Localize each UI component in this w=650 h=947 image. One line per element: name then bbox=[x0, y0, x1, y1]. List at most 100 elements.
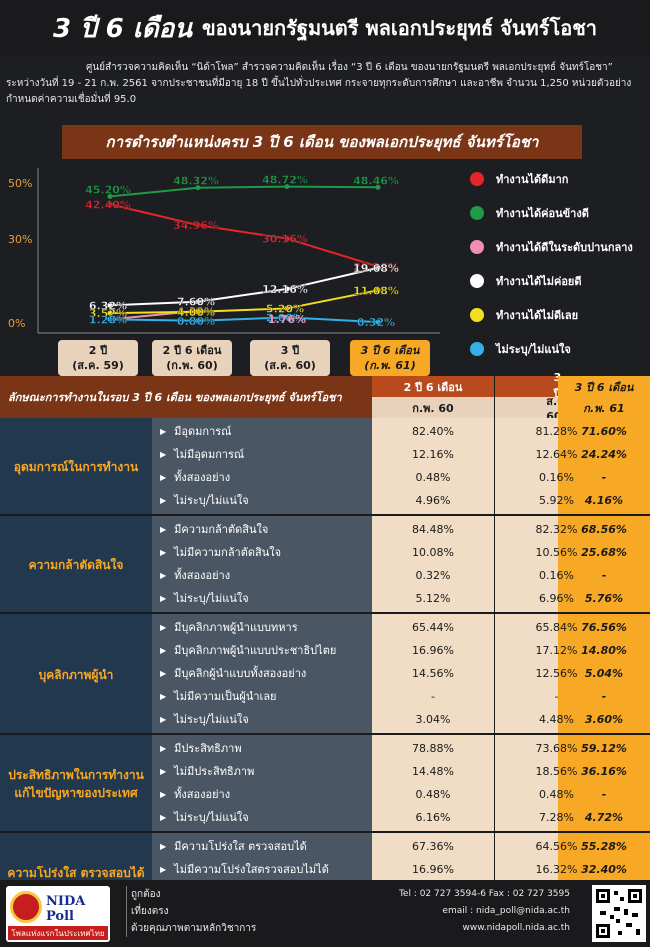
cell-value: 5.04% bbox=[584, 666, 624, 680]
row-label-text: ไม่มีอุดมการณ์ bbox=[174, 448, 245, 461]
data-label: 0.80% bbox=[177, 315, 215, 328]
row-label: ▶ ไม่มีความเป็นผู้นำเลย bbox=[152, 686, 372, 706]
chart-title: การดำรงตำแหน่งครบ 3 ปี 6 เดือน ของพลเอกป… bbox=[62, 125, 582, 159]
cell-value: - bbox=[601, 787, 607, 801]
cell-value: 12.56% bbox=[535, 666, 578, 680]
legend-item: ทำงานได้ไม่ค่อยดี bbox=[470, 272, 582, 290]
data-label: 12.16% bbox=[262, 283, 308, 296]
table-row: ▶ ไม่มีความกล้าตัดสินใจ 10.08% 10.56% 25.68% bbox=[0, 542, 650, 562]
row-label-text: มีความกล้าตัดสินใจ bbox=[174, 523, 269, 536]
table-row: ▶ ไม่มีความเป็นผู้นำเลย - - - bbox=[0, 686, 650, 706]
period-label: 2 ปี bbox=[88, 344, 108, 357]
section-category: บุคลิกภาพผู้นำ bbox=[0, 614, 152, 735]
intro-line-2: ระหว่างวันที่ 19 - 21 ก.พ. 2561 จากประชา… bbox=[6, 78, 632, 89]
bullet-arrow-icon: ▶ bbox=[160, 841, 167, 851]
period-date: (ก.พ. 60) bbox=[166, 359, 218, 372]
bullet-arrow-icon: ▶ bbox=[160, 547, 167, 557]
row-label: ▶ มีบุคลิกผู้นำแบบทั้งสองอย่าง bbox=[152, 663, 372, 683]
data-point bbox=[195, 222, 201, 228]
data-point bbox=[195, 185, 201, 191]
y-tick-label: 0% bbox=[8, 317, 25, 330]
row-label-text: ไม่ระบุ/ไม่แน่ใจ bbox=[174, 713, 249, 726]
cell-value: 10.56% bbox=[535, 545, 578, 559]
cell-value: 4.16% bbox=[584, 493, 624, 507]
period-button[interactable]: 3 ปี 6 เดือน (ก.พ. 61) bbox=[350, 340, 430, 376]
section-category: ความกล้าตัดสินใจ bbox=[0, 516, 152, 614]
contact-email[interactable]: email : nida_poll@nida.ac.th bbox=[442, 906, 570, 916]
col-header-2-top: 3 ปี bbox=[495, 371, 561, 400]
cell-value: 82.32% bbox=[535, 522, 578, 536]
row-label-text: ทั้งสองอย่าง bbox=[174, 569, 231, 582]
page-title: 3 ปี 6 เดือน ของนายกรัฐมนตรี พลเอกประยุท… bbox=[0, 0, 650, 56]
contact-website[interactable]: www.nidapoll.nida.ac.th bbox=[462, 923, 570, 933]
cell-value: - bbox=[554, 689, 559, 703]
bullet-arrow-icon: ▶ bbox=[160, 714, 167, 724]
bullet-arrow-icon: ▶ bbox=[160, 743, 167, 753]
column-bg bbox=[558, 516, 650, 614]
data-table: ลักษณะการทำงานในรอบ 3 ปี 6 เดือน ของพลเอ… bbox=[0, 371, 650, 931]
row-label: ▶ ไม่มีความโปร่งใสตรวจสอบไม่ได้ bbox=[152, 859, 372, 879]
period-label: 3 ปี 6 เดือน bbox=[360, 344, 420, 357]
bullet-arrow-icon: ▶ bbox=[160, 426, 167, 436]
data-label: 11.68% bbox=[353, 284, 399, 297]
period-button[interactable]: 2 ปี 6 เดือน (ก.พ. 60) bbox=[152, 340, 232, 376]
data-label: 1.28% bbox=[89, 313, 127, 326]
cell-value: 73.68% bbox=[535, 741, 578, 755]
column-bg bbox=[372, 418, 494, 516]
row-label-text: ไม่มีความกล้าตัดสินใจ bbox=[174, 546, 282, 559]
legend-item: ไม่ระบุ/ไม่แน่ใจ bbox=[470, 340, 571, 358]
footer: NIDA Poll โพลแห่งแรกในประเทศไทย ถูกต้อง … bbox=[0, 880, 650, 947]
column-bg bbox=[558, 418, 650, 516]
cell-value: 12.64% bbox=[535, 447, 578, 461]
row-label-text: ไม่มีความเป็นผู้นำเลย bbox=[174, 690, 277, 703]
table-header-title: ลักษณะการทำงานในรอบ 3 ปี 6 เดือน ของพลเอ… bbox=[0, 376, 372, 418]
qr-code-icon[interactable] bbox=[592, 885, 646, 942]
table-row: ▶ ไม่ระบุ/ไม่แน่ใจ 5.12% 6.96% 5.76% bbox=[0, 588, 650, 608]
cell-value: 14.80% bbox=[581, 643, 627, 657]
data-label: 42.40% bbox=[85, 198, 131, 211]
period-button[interactable]: 2 ปี (ส.ค. 59) bbox=[58, 340, 138, 376]
table-section: ประสิทธิภาพในการทำงาน แก้ไขปัญหาของประเท… bbox=[0, 735, 650, 833]
cell-value: 78.88% bbox=[412, 741, 454, 755]
section-items-bg bbox=[152, 516, 372, 614]
legend-label: ทำงานได้ค่อนข้างดี bbox=[496, 207, 589, 220]
row-label-text: มีบุคลิกภาพผู้นำแบบทหาร bbox=[174, 621, 298, 634]
series-line-3 bbox=[109, 266, 379, 307]
row-label: ▶ มีอุดมการณ์ bbox=[152, 421, 372, 441]
section-category: อุดมการณ์ในการทำงาน bbox=[0, 418, 152, 516]
data-label: 5.20% bbox=[266, 302, 304, 315]
logo-text: NIDA Poll bbox=[46, 894, 86, 924]
period-button[interactable]: 3 ปี (ส.ค. 60) bbox=[250, 340, 330, 376]
contact-info: Tel : 02 727 3594-6 Fax : 02 727 3595 em… bbox=[360, 886, 570, 937]
bullet-arrow-icon: ▶ bbox=[160, 622, 167, 632]
data-label: 2.00% bbox=[266, 311, 304, 324]
row-label: ▶ ทั้งสองอย่าง bbox=[152, 784, 372, 804]
period-date: (ส.ค. 59) bbox=[72, 359, 124, 372]
cell-value: 16.96% bbox=[412, 643, 454, 657]
row-label: ▶ ไม่ระบุ/ไม่แน่ใจ bbox=[152, 588, 372, 608]
contact-phone: Tel : 02 727 3594-6 Fax : 02 727 3595 bbox=[398, 889, 570, 899]
qr-pattern bbox=[596, 889, 642, 938]
cell-value: 12.16% bbox=[412, 447, 454, 461]
data-point bbox=[375, 287, 381, 293]
cell-value: 65.44% bbox=[412, 620, 454, 634]
bullet-arrow-icon: ▶ bbox=[160, 668, 167, 678]
cell-value: 71.60% bbox=[581, 424, 627, 438]
data-label: 45.20% bbox=[85, 183, 131, 196]
row-label: ▶ ไม่ระบุ/ไม่แน่ใจ bbox=[152, 807, 372, 827]
cell-value: 3.60% bbox=[584, 712, 624, 726]
data-point bbox=[107, 201, 113, 207]
legend-item: ทำงานได้ดีมาก bbox=[470, 170, 568, 188]
table-row: ▶ ไม่มีความโปร่งใสตรวจสอบไม่ได้ 16.96% 16.3… bbox=[0, 859, 650, 879]
row-label: ▶ มีบุคลิกภาพผู้นำแบบประชาธิปไตย bbox=[152, 640, 372, 660]
legend-item: ทำงานได้ดีในระดับปานกลาง bbox=[470, 238, 633, 256]
bullet-arrow-icon: ▶ bbox=[160, 691, 167, 701]
intro-text: ศูนย์สำรวจความคิดเห็น “นิด้าโพล” สำรวจคว… bbox=[6, 60, 644, 108]
cell-value: - bbox=[601, 568, 607, 582]
cell-value: 0.48% bbox=[415, 470, 451, 484]
row-label: ▶ มีบุคลิกภาพผู้นำแบบทหาร bbox=[152, 617, 372, 637]
y-tick-label: 30% bbox=[8, 233, 32, 246]
data-point bbox=[107, 310, 113, 316]
title-period: 3 ปี 6 เดือน bbox=[52, 13, 192, 44]
cell-value: 65.84% bbox=[535, 620, 578, 634]
